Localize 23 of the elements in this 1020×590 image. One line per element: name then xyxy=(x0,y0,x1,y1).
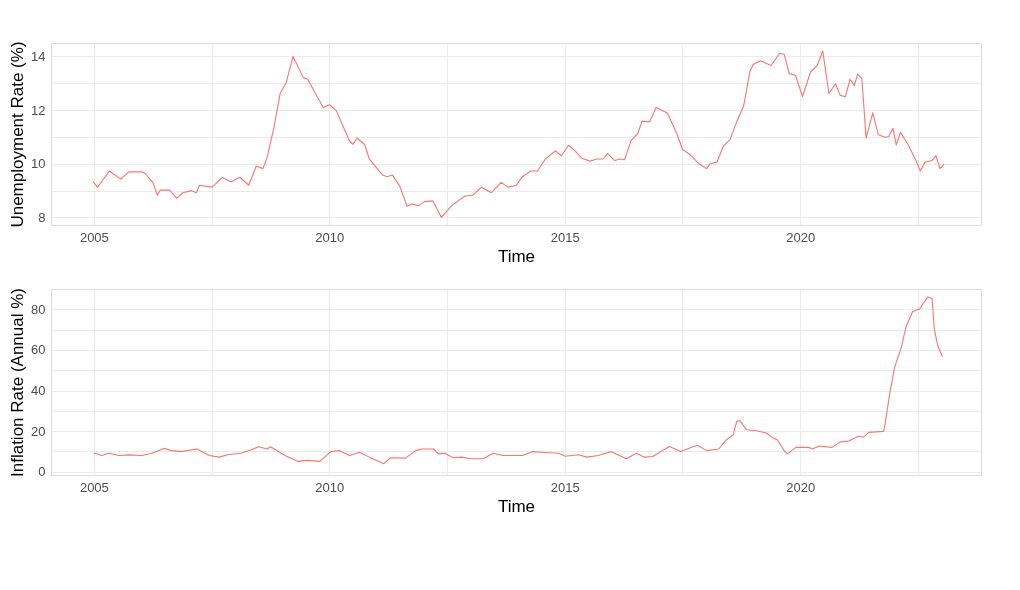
x-tick-label: 2020 xyxy=(786,479,816,495)
y-tick-label: 10 xyxy=(31,156,46,172)
y-tick-label: 0 xyxy=(38,464,46,480)
y-tick-label: 60 xyxy=(31,342,46,358)
x-axis-title: Time xyxy=(497,246,536,266)
x-tick-label: 2020 xyxy=(786,229,816,245)
y-axis-title: Inflation Rate (Annual %) xyxy=(8,288,28,477)
y-tick-label: 12 xyxy=(31,102,46,118)
x-tick-label: 2015 xyxy=(550,229,580,245)
y-tick-label: 14 xyxy=(31,48,46,64)
x-tick-label: 2010 xyxy=(315,229,345,245)
line-series xyxy=(93,296,943,465)
y-tick-label: 8 xyxy=(38,209,46,225)
x-tick-label: 2015 xyxy=(550,479,580,495)
line-series xyxy=(92,50,945,219)
x-tick-label: 2010 xyxy=(315,479,345,495)
x-tick-label: 2005 xyxy=(79,229,109,245)
y-axis-title: Unemployment Rate (%) xyxy=(8,41,28,228)
x-tick-label: 2005 xyxy=(79,479,109,495)
y-tick-label: 20 xyxy=(31,423,46,439)
y-tick-label: 80 xyxy=(31,301,46,317)
x-axis-title: Time xyxy=(497,496,536,516)
y-tick-label: 40 xyxy=(31,383,46,399)
